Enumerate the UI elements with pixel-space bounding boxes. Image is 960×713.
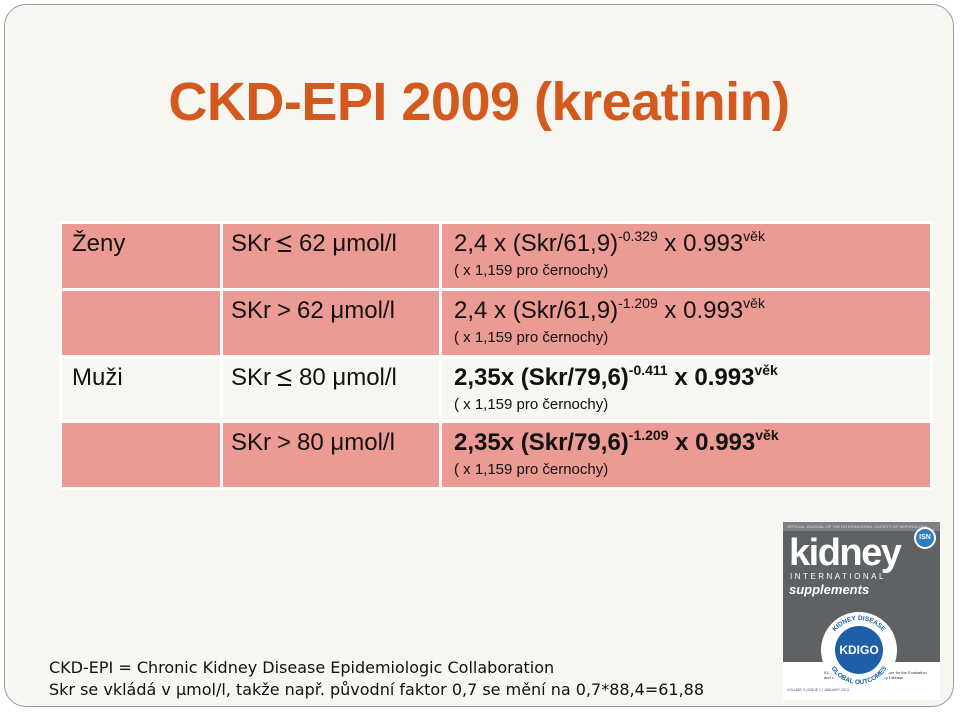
formula-multiplier: x 0.993: [657, 230, 744, 257]
formula-note: ( x 1,159 pro černochy): [454, 396, 609, 413]
footer-line-2: Skr se vkládá v μmol/l, takže např. půvo…: [49, 680, 705, 699]
less-or-equal-icon: [275, 233, 295, 253]
kdigo-logo: KIDNEY DISEASE GLOBAL OUTCOMES KDIGO: [821, 612, 897, 688]
formula-row: SKr >62 μmol/l 2,4 x (Skr/61,9)-1.209 x 0.…: [59, 288, 933, 358]
condition-value: 80 μmol/l: [297, 429, 395, 456]
sex-cell: Muži: [59, 355, 223, 423]
footer-notes: CKD-EPI = Chronic Kidney Disease Epidemi…: [49, 657, 704, 701]
slide-title: CKD-EPI 2009 (kreatinin): [168, 72, 790, 132]
formula-multiplier: x 0.993: [668, 429, 756, 456]
formula-multiplier: x 0.993: [667, 364, 755, 391]
formula-note: ( x 1,159 pro černochy): [454, 329, 609, 346]
formula-age-exponent: věk: [755, 427, 779, 443]
formula-row: SKr >80 μmol/l 2,35x (Skr/79,6)-1.209 x 0.…: [59, 420, 933, 490]
formula-note: ( x 1,159 pro černochy): [454, 461, 609, 478]
condition-prefix: SKr: [231, 429, 272, 456]
condition-cell: SKr >62 μmol/l: [220, 288, 442, 358]
formula-row: Ženy SKr 62 μmol/l 2,4 x (Skr/61,9)-0.329 x…: [59, 221, 933, 291]
condition-value: 62 μmol/l: [299, 230, 397, 257]
condition-value: 80 μmol/l: [299, 364, 397, 391]
isn-logo: ISN: [914, 527, 936, 549]
cover-volume-text: VOLUME 3 | ISSUE 1 | JANUARY 2013: [787, 688, 849, 692]
condition-operator: >: [277, 429, 292, 456]
formula-row: Muži SKr 80 μmol/l 2,35x (Skr/79,6)-0.411 x…: [59, 355, 933, 423]
less-or-equal-icon: [275, 367, 295, 387]
condition-cell: SKr >80 μmol/l: [220, 420, 442, 490]
formula-age-exponent: věk: [743, 228, 765, 244]
formula-table: Ženy SKr 62 μmol/l 2,4 x (Skr/61,9)-0.329 x…: [59, 221, 933, 490]
formula-exponent: -1.209: [618, 295, 658, 311]
formula: 2,4 x (Skr/61,9)-1.209 x 0.993věk: [454, 295, 765, 324]
formula: 2,4 x (Skr/61,9)-0.329 x 0.993věk: [454, 228, 765, 257]
formula-base: 2,4 x (Skr/61,9): [454, 230, 619, 257]
cover-supplements: supplements: [789, 582, 870, 597]
formula-exponent: -0.329: [618, 228, 658, 244]
formula-base: 2,35x (Skr/79,6): [454, 364, 629, 391]
footer-line-1: CKD-EPI = Chronic Kidney Disease Epidemi…: [49, 658, 555, 677]
cover-international: INTERNATIONAL: [790, 572, 886, 581]
condition-prefix: SKr: [231, 364, 272, 391]
formula-base: 2,35x (Skr/79,6): [454, 429, 629, 456]
formula: 2,35x (Skr/79,6)-0.411 x 0.993věk: [454, 362, 778, 391]
cover-strip: OFFICIAL JOURNAL OF THE INTERNATIONAL SO…: [783, 522, 940, 531]
formula-cell: 2,4 x (Skr/61,9)-0.329 x 0.993věk ( x 1,1…: [439, 221, 933, 291]
condition-prefix: SKr: [231, 230, 272, 257]
formula-cell: 2,4 x (Skr/61,9)-1.209 x 0.993věk ( x 1,1…: [439, 288, 933, 358]
journal-cover-image: OFFICIAL JOURNAL OF THE INTERNATIONAL SO…: [783, 522, 940, 700]
logo-kdigo-text: KDIGO: [839, 643, 878, 657]
formula-age-exponent: věk: [754, 362, 778, 378]
logo-globe: [835, 626, 883, 674]
formula-note: ( x 1,159 pro černochy): [454, 262, 609, 279]
formula-age-exponent: věk: [743, 295, 765, 311]
sex-cell: [59, 420, 223, 490]
cover-kidney-title: kidney: [789, 532, 902, 574]
sex-cell: [59, 288, 223, 358]
formula-base: 2,4 x (Skr/61,9): [454, 297, 619, 324]
condition-cell: SKr 62 μmol/l: [220, 221, 442, 291]
slide: CKD-EPI 2009 (kreatinin) Ženy SKr 62 μmol/…: [4, 4, 954, 707]
condition-prefix: SKr: [231, 297, 272, 324]
formula-exponent: -0.411: [628, 362, 668, 378]
condition-value: 62 μmol/l: [297, 297, 395, 324]
formula-multiplier: x 0.993: [657, 297, 744, 324]
condition-operator: >: [277, 297, 292, 324]
sex-cell: Ženy: [59, 221, 223, 291]
formula-exponent: -1.209: [628, 427, 669, 443]
condition-cell: SKr 80 μmol/l: [220, 355, 442, 423]
formula-cell: 2,35x (Skr/79,6)-0.411 x 0.993věk ( x 1,1…: [439, 355, 933, 423]
formula-cell: 2,35x (Skr/79,6)-1.209 x 0.993věk ( x 1,1…: [439, 420, 933, 490]
formula: 2,35x (Skr/79,6)-1.209 x 0.993věk: [454, 427, 779, 456]
